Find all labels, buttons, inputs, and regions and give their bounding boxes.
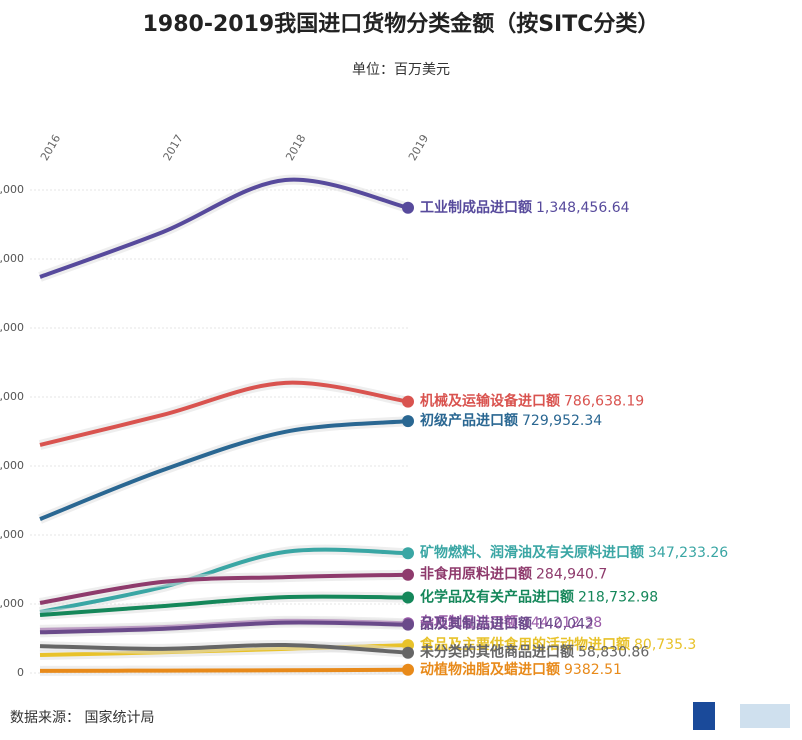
value-label: 80,735.3	[634, 637, 696, 653]
series-label: 机械及运输设备进口额	[420, 393, 560, 410]
series-label: 食品及主要供食用的活动物进口额	[420, 636, 630, 653]
end-point	[402, 663, 414, 676]
y-tick-label: 1,400,000	[0, 183, 24, 196]
y-tick-label: 600,000	[0, 459, 24, 472]
series-label: 工业制成品进口额	[420, 199, 532, 216]
value-label: 144,212.38	[522, 615, 602, 631]
chart-subtitle: 单位：百万美元	[352, 62, 450, 78]
series-line	[39, 594, 409, 618]
logo	[693, 702, 715, 730]
value-label: 9382.51	[564, 662, 622, 678]
end-point	[402, 395, 414, 408]
end-point	[402, 618, 414, 631]
series-line	[39, 642, 409, 655]
value-label: 729,952.34	[522, 413, 602, 429]
y-tick-label: 1,000,000	[0, 321, 24, 334]
series-label: 未分类的其他商品进口额	[420, 644, 574, 661]
source: 数据来源： 国家统计局	[10, 709, 154, 726]
logo	[740, 704, 790, 728]
series-label: 初级产品进口额	[420, 412, 518, 429]
value-label: 786,638.19	[564, 394, 644, 410]
y-tick-label: 400,000	[0, 528, 24, 541]
value-label: 140,042	[536, 617, 594, 633]
end-point	[402, 591, 414, 604]
series-line	[39, 380, 409, 447]
series-line	[39, 419, 409, 521]
series-label: 品及其制品进口额	[420, 616, 532, 633]
y-tick-label: 0	[17, 666, 24, 679]
x-tick-label: 2019	[406, 132, 431, 163]
value-label: 1,348,456.64	[536, 200, 630, 216]
value-label: 284,940.7	[536, 567, 607, 583]
end-point	[402, 415, 414, 428]
series-label: 化学品及有关产品进口额	[420, 589, 574, 606]
series-label: 非食用原料进口额	[420, 566, 532, 583]
series-label: 动植物油脂及蜡进口额	[420, 661, 560, 678]
series-label: 杂项制品进口额	[420, 614, 518, 631]
y-tick-label: 1,200,000	[0, 252, 24, 265]
series-line	[39, 667, 409, 673]
end-point	[402, 568, 414, 581]
x-tick-label: 2018	[283, 132, 308, 163]
end-point	[402, 547, 414, 560]
chart-title: 1980-2019我国进口货物分类金额（按SITC分类）	[143, 11, 660, 37]
value-label: 58,830.86	[578, 645, 649, 661]
series-line	[39, 620, 409, 635]
value-label: 347,233.26	[648, 545, 728, 561]
end-point	[402, 201, 414, 214]
value-label: 218,732.98	[578, 590, 658, 606]
y-tick-label: 800,000	[0, 390, 24, 403]
series-line	[39, 177, 409, 279]
line-glow	[38, 174, 410, 282]
x-tick-label: 2017	[161, 132, 186, 163]
line-glow	[38, 377, 409, 450]
series-label: 矿物燃料、润滑油及有关原料进口额	[420, 544, 644, 561]
y-tick-label: 200,000	[0, 597, 24, 610]
end-point	[402, 646, 414, 659]
series-line	[39, 572, 409, 605]
x-tick-label: 2016	[38, 132, 63, 163]
series-line	[39, 547, 409, 614]
